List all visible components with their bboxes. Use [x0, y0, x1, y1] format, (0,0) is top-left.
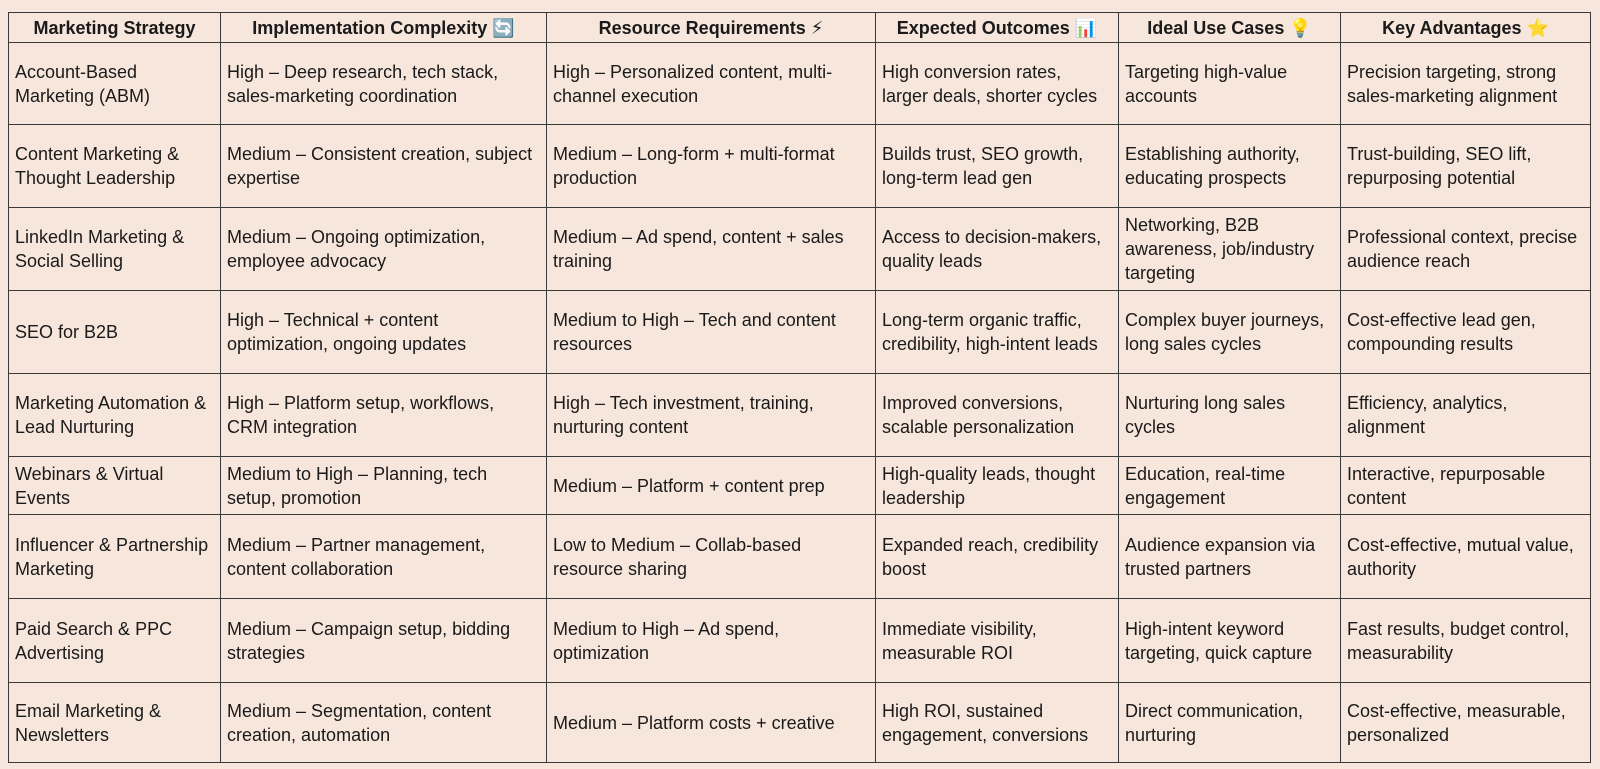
table-row: Email Marketing & Newsletters Medium – Se… [8, 682, 1591, 763]
table-row: Account-Based Marketing (ABM) High – Deep… [8, 42, 1591, 125]
strategy-cell: LinkedIn Marketing & Social Selling [8, 207, 221, 291]
strategy-cell: Paid Search & PPC Advertising [8, 598, 221, 683]
table-cell: Trust-building, SEO lift, repurposing po… [1340, 124, 1591, 208]
table-cell: Networking, B2B awareness, job/industry … [1118, 207, 1341, 291]
table-row: LinkedIn Marketing & Social Selling Mediu… [8, 207, 1591, 291]
table-cell: Medium – Partner management, content col… [220, 514, 547, 599]
table-cell: Medium – Campaign setup, bidding strateg… [220, 598, 547, 683]
column-header: Expected Outcomes 📊 [875, 12, 1119, 43]
table-cell: Cost-effective lead gen, compounding res… [1340, 290, 1591, 374]
table-body: Account-Based Marketing (ABM) High – Deep… [8, 42, 1591, 763]
table-cell: High – Personalized content, multi-chann… [546, 42, 876, 125]
table-cell: Complex buyer journeys, long sales cycle… [1118, 290, 1341, 374]
table-cell: High – Platform setup, workflows, CRM in… [220, 373, 547, 457]
table-cell: Long-term organic traffic, credibility, … [875, 290, 1119, 374]
strategy-cell: Email Marketing & Newsletters [8, 682, 221, 763]
table-cell: High – Technical + content optimization,… [220, 290, 547, 374]
table-cell: Efficiency, analytics, alignment [1340, 373, 1591, 457]
table-cell: Cost-effective, measurable, personalized [1340, 682, 1591, 763]
table-cell: Education, real-time engagement [1118, 456, 1341, 515]
column-header: Marketing Strategy [8, 12, 221, 43]
table-row: Content Marketing & Thought Leadership Me… [8, 124, 1591, 208]
table-cell: Medium to High – Ad spend, optimization [546, 598, 876, 683]
table-cell: High – Tech investment, training, nurtur… [546, 373, 876, 457]
table-cell: Expanded reach, credibility boost [875, 514, 1119, 599]
column-header: Implementation Complexity 🔄 [220, 12, 547, 43]
table-row: Influencer & Partnership Marketing Medium… [8, 514, 1591, 599]
column-header: Resource Requirements ⚡ [546, 12, 876, 43]
strategy-cell: Webinars & Virtual Events [8, 456, 221, 515]
table-cell: Low to Medium – Collab-based resource sh… [546, 514, 876, 599]
table-cell: Nurturing long sales cycles [1118, 373, 1341, 457]
table-cell: Professional context, precise audience r… [1340, 207, 1591, 291]
strategy-cell: SEO for B2B [8, 290, 221, 374]
table-cell: Fast results, budget control, measurabil… [1340, 598, 1591, 683]
table-header: Marketing Strategy Implementation Complex… [8, 12, 1591, 43]
table-cell: Access to decision-makers, quality leads [875, 207, 1119, 291]
table-cell: High conversion rates, larger deals, sho… [875, 42, 1119, 125]
table-cell: Improved conversions, scalable personali… [875, 373, 1119, 457]
table-cell: Immediate visibility, measurable ROI [875, 598, 1119, 683]
table-cell: Interactive, repurposable content [1340, 456, 1591, 515]
table-cell: Medium – Platform + content prep [546, 456, 876, 515]
column-header: Ideal Use Cases 💡 [1118, 12, 1341, 43]
table-cell: Medium to High – Tech and content resour… [546, 290, 876, 374]
table-cell: Medium – Ad spend, content + sales train… [546, 207, 876, 291]
table-cell: High-quality leads, thought leadership [875, 456, 1119, 515]
table-cell: Cost-effective, mutual value, authority [1340, 514, 1591, 599]
strategy-table: Marketing Strategy Implementation Complex… [8, 12, 1591, 763]
strategy-cell: Influencer & Partnership Marketing [8, 514, 221, 599]
table-cell: High-intent keyword targeting, quick cap… [1118, 598, 1341, 683]
table-cell: Establishing authority, educating prospe… [1118, 124, 1341, 208]
table-row: Marketing Automation & Lead Nurturing Hig… [8, 373, 1591, 457]
strategy-cell: Account-Based Marketing (ABM) [8, 42, 221, 125]
table-row: Webinars & Virtual Events Medium to High … [8, 456, 1591, 515]
table-cell: Medium – Ongoing optimization, employee … [220, 207, 547, 291]
table-row: SEO for B2B High – Technical + content op… [8, 290, 1591, 374]
header-row: Marketing Strategy Implementation Complex… [8, 12, 1591, 43]
table-cell: High ROI, sustained engagement, conversi… [875, 682, 1119, 763]
table-cell: Medium to High – Planning, tech setup, p… [220, 456, 547, 515]
strategy-cell: Content Marketing & Thought Leadership [8, 124, 221, 208]
table-cell: Builds trust, SEO growth, long-term lead… [875, 124, 1119, 208]
column-header: Key Advantages ⭐ [1340, 12, 1591, 43]
table-cell: High – Deep research, tech stack, sales-… [220, 42, 547, 125]
strategy-cell: Marketing Automation & Lead Nurturing [8, 373, 221, 457]
table-cell: Precision targeting, strong sales-market… [1340, 42, 1591, 125]
table-cell: Medium – Consistent creation, subject ex… [220, 124, 547, 208]
table-cell: Medium – Platform costs + creative [546, 682, 876, 763]
table-cell: Medium – Segmentation, content creation,… [220, 682, 547, 763]
table-cell: Targeting high-value accounts [1118, 42, 1341, 125]
table-cell: Direct communication, nurturing [1118, 682, 1341, 763]
table-cell: Audience expansion via trusted partners [1118, 514, 1341, 599]
table-row: Paid Search & PPC Advertising Medium – Ca… [8, 598, 1591, 683]
table-cell: Medium – Long-form + multi-format produc… [546, 124, 876, 208]
